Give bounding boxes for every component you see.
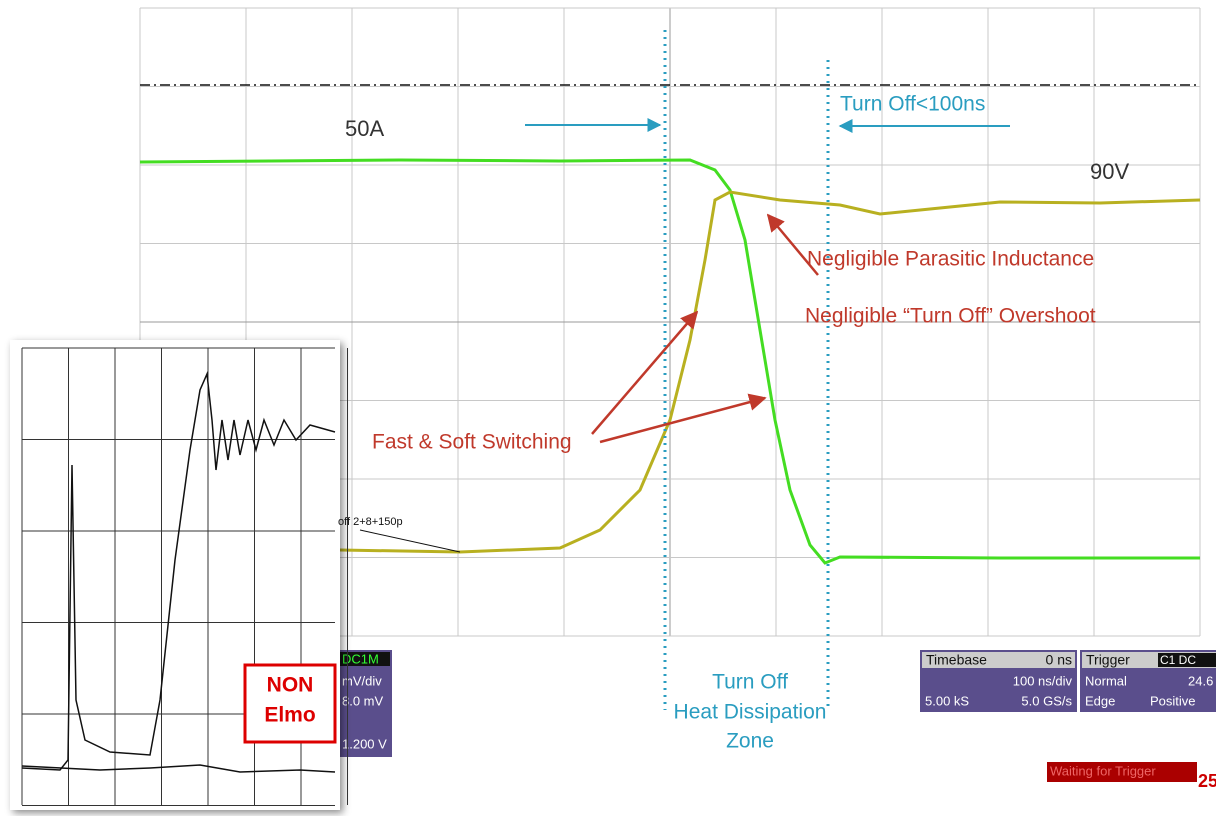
inset: off 2+8+150p NON Elmo	[10, 340, 460, 810]
leader-line	[360, 530, 460, 552]
panel-title: Timebase	[926, 652, 987, 668]
annotation: Fast & Soft Switching	[372, 431, 572, 454]
annotation: Negligible Parasitic Inductance	[807, 248, 1094, 271]
panel-text: 5.00 kS	[925, 693, 969, 708]
panel-text: 0 ns	[1046, 652, 1072, 668]
panel-text: 100 ns/div	[1013, 673, 1073, 688]
panel-title: Trigger	[1086, 652, 1130, 668]
panel-text: Normal	[1085, 673, 1127, 688]
timebase-panel: Timebase 0 ns 100 ns/div 5.00 kS 5.0 GS/…	[920, 650, 1077, 712]
voltage-trace	[340, 192, 1200, 552]
corner-text: 25	[1198, 771, 1216, 791]
inset-label: Elmo	[264, 704, 315, 727]
inset-label: NON	[267, 674, 314, 697]
annotation: Zone	[726, 730, 774, 753]
panel-text: 24.6	[1188, 673, 1213, 688]
annotation: 50A	[345, 116, 384, 141]
panel-text: mV/div	[342, 673, 382, 688]
annotation: Turn Off<100ns	[840, 93, 985, 116]
panel-text: C1 DC	[1160, 653, 1196, 667]
panel-text: 5.0 GS/s	[1021, 693, 1072, 708]
annotation: Heat Dissipation	[674, 701, 827, 724]
panel-text: 1.200 V	[342, 736, 387, 751]
channel-panel: DC1M mV/div 8.0 mV 1.200 V	[338, 650, 392, 757]
panel-text: 8.0 mV	[342, 693, 384, 708]
annotation: Negligible “Turn Off” Overshoot	[805, 305, 1096, 328]
inset-note: off 2+8+150p	[338, 516, 403, 528]
status-text: Waiting for Trigger	[1050, 763, 1156, 778]
scope-screenshot: 50A 90V Turn Off<100ns Negligible Parasi…	[0, 0, 1216, 816]
panel-text: Positive	[1150, 693, 1196, 708]
annotation: Turn Off	[712, 671, 788, 694]
trigger-panel: Trigger C1 DC Normal 24.6 Edge Positive	[1080, 650, 1216, 712]
arrow	[600, 398, 765, 442]
annotation: 90V	[1090, 159, 1129, 184]
panel-text: Edge	[1085, 693, 1115, 708]
